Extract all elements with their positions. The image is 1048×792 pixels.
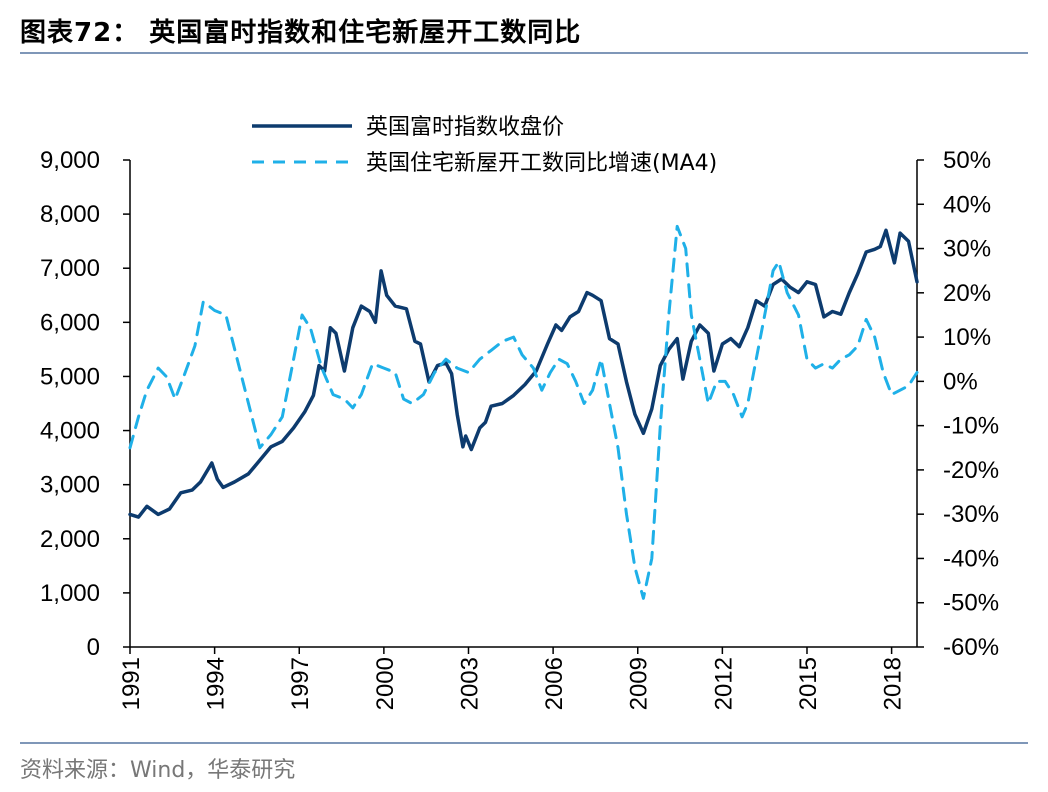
source-note: 资料来源：Wind，华泰研究 xyxy=(20,758,296,783)
footer-divider xyxy=(20,742,1028,744)
y-right-tick-label: -50% xyxy=(943,590,999,617)
y-right-tick-label: -40% xyxy=(943,545,999,572)
legend-label-housing: 英国住宅新屋开工数同比增速(MA4) xyxy=(366,151,717,176)
chart-lines xyxy=(128,224,919,600)
y-left-tick-label: 2,000 xyxy=(40,526,100,553)
y-right-tick-label: 10% xyxy=(943,324,991,351)
x-tick-label: 1994 xyxy=(203,657,230,710)
x-tick-label: 2003 xyxy=(456,657,483,710)
y-right-tick-label: 40% xyxy=(943,191,991,218)
y-left-tick-label: 5,000 xyxy=(40,363,100,390)
x-tick-label: 2000 xyxy=(372,657,399,710)
y-right-tick-label: -20% xyxy=(943,457,999,484)
x-tick-label: 2015 xyxy=(795,657,822,710)
ftse-index-line xyxy=(128,228,919,519)
x-tick-label: 2009 xyxy=(626,657,653,710)
chart-title: 图表72： 英国富时指数和住宅新屋开工数同比 xyxy=(20,18,582,48)
x-tick-label: 2018 xyxy=(880,657,907,710)
y-right-tick-label: -60% xyxy=(943,634,999,661)
housing-starts-yoy-line xyxy=(128,224,919,600)
y-left-tick-label: 1,000 xyxy=(40,580,100,607)
x-tick-label: 2006 xyxy=(541,657,568,710)
y-right-tick-label: -10% xyxy=(943,413,999,440)
title-divider xyxy=(20,52,1028,54)
y-left-tick-label: 6,000 xyxy=(40,309,100,336)
x-tick-label: 2012 xyxy=(710,657,737,710)
x-tick-label: 1991 xyxy=(118,657,145,710)
y-left-tick-label: 3,000 xyxy=(40,472,100,499)
y-left-tick-label: 0 xyxy=(87,634,100,661)
y-left-tick-label: 9,000 xyxy=(40,147,100,174)
y-right-tick-label: 30% xyxy=(943,236,991,263)
y-right-tick-label: 50% xyxy=(943,147,991,174)
y-left-tick-label: 8,000 xyxy=(40,201,100,228)
legend-label-ftse: 英国富时指数收盘价 xyxy=(366,115,564,140)
y-right-tick-label: 0% xyxy=(943,368,978,395)
x-tick-label: 1997 xyxy=(287,657,314,710)
y-left-tick-label: 4,000 xyxy=(40,418,100,445)
y-right-tick-label: 20% xyxy=(943,280,991,307)
chart-axes: 0 1,000 2,000 3,000 4,000 5,000 6,000 7,000 8,00… xyxy=(40,147,999,710)
y-left-tick-label: 7,000 xyxy=(40,255,100,282)
y-right-tick-label: -30% xyxy=(943,501,999,528)
